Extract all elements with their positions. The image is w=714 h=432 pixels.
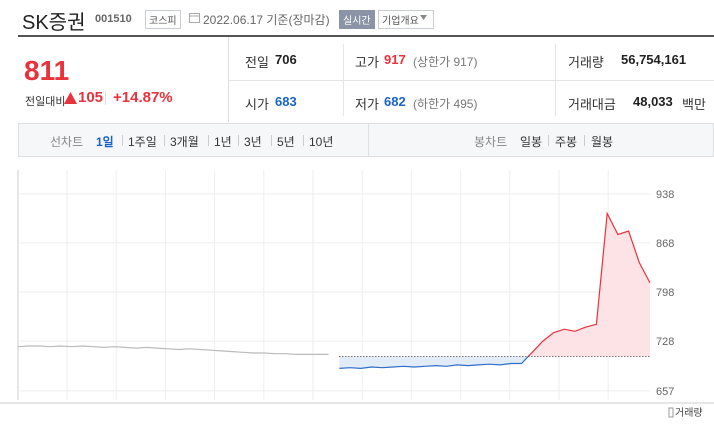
divider bbox=[238, 135, 239, 146]
line bbox=[17, 345, 329, 355]
current-price: 811 bbox=[24, 55, 70, 86]
divider bbox=[368, 124, 369, 156]
y-tick-label: 868 bbox=[656, 238, 674, 250]
tab[interactable]: 주봉 bbox=[555, 135, 578, 149]
area-fill bbox=[339, 213, 650, 357]
tab[interactable]: 1주일 bbox=[128, 135, 157, 149]
tab[interactable]: 3개월 bbox=[170, 135, 199, 149]
tab[interactable]: 일봉 bbox=[520, 135, 543, 149]
stock-code: 001510 bbox=[95, 13, 132, 25]
stat-unit: 백만 bbox=[682, 97, 706, 112]
stat-label: 고가 bbox=[355, 55, 379, 70]
divider bbox=[303, 135, 304, 146]
stat-note: (상한가 917) bbox=[413, 55, 478, 69]
divider bbox=[271, 135, 272, 146]
stat-label: 거래량 bbox=[568, 55, 604, 70]
stat-label: 거래대금 bbox=[568, 97, 616, 112]
stat-value: 683 bbox=[275, 94, 297, 109]
volume-label: 거래량 bbox=[675, 407, 703, 419]
change: 105 bbox=[78, 89, 104, 106]
divider bbox=[122, 135, 123, 146]
change-rate: +14.87% bbox=[113, 89, 173, 106]
market-badge: 코스피 bbox=[145, 10, 181, 29]
stat-label: 시가 bbox=[245, 97, 269, 112]
tab-bar bbox=[18, 123, 714, 157]
tab[interactable]: 1년 bbox=[214, 135, 232, 149]
change-label: 전일대비 bbox=[25, 96, 66, 108]
divider bbox=[548, 135, 549, 146]
divider bbox=[555, 44, 556, 116]
divider bbox=[584, 135, 585, 146]
volume-icon bbox=[668, 407, 674, 418]
stat-value: 56,754,161 bbox=[621, 52, 687, 67]
area-fill bbox=[339, 356, 529, 369]
stat-label: 저가 bbox=[355, 97, 379, 112]
tab[interactable]: 월봉 bbox=[591, 135, 614, 149]
date: 2022.06.17 기준(장마감) bbox=[203, 13, 330, 27]
divider bbox=[208, 135, 209, 146]
y-tick-label: 657 bbox=[656, 386, 674, 398]
tab-group-label: 선차트 bbox=[50, 135, 84, 149]
tab[interactable]: 5년 bbox=[277, 135, 295, 149]
stat-value: 682 bbox=[384, 94, 406, 109]
divider bbox=[105, 91, 106, 105]
tab-group-label: 봉차트 bbox=[474, 135, 508, 149]
stat-note: (하한가 495) bbox=[413, 97, 478, 111]
y-tick-label: 728 bbox=[656, 336, 674, 348]
realtime-button[interactable]: 실시간 bbox=[339, 10, 375, 29]
stat-label: 전일 bbox=[245, 55, 269, 70]
divider bbox=[228, 37, 229, 122]
divider bbox=[343, 44, 344, 116]
overview-button[interactable]: 기업개요 bbox=[378, 10, 434, 29]
up-triangle bbox=[64, 92, 77, 104]
dropdown-icon bbox=[420, 15, 427, 20]
line bbox=[527, 211, 651, 357]
stock-name: SK증권 bbox=[22, 12, 86, 34]
line bbox=[339, 356, 529, 370]
y-tick-label: 938 bbox=[656, 189, 674, 201]
stat-value: 917 bbox=[384, 52, 406, 67]
y-tick-label: 798 bbox=[656, 287, 674, 299]
tab[interactable]: 1일 bbox=[96, 135, 114, 149]
calendar-icon bbox=[189, 13, 200, 23]
divider bbox=[228, 80, 714, 81]
divider bbox=[164, 135, 165, 146]
tab[interactable]: 10년 bbox=[309, 135, 334, 149]
tab[interactable]: 3년 bbox=[244, 135, 262, 149]
stat-value: 48,033 bbox=[633, 94, 673, 109]
stat-value: 706 bbox=[275, 52, 297, 67]
